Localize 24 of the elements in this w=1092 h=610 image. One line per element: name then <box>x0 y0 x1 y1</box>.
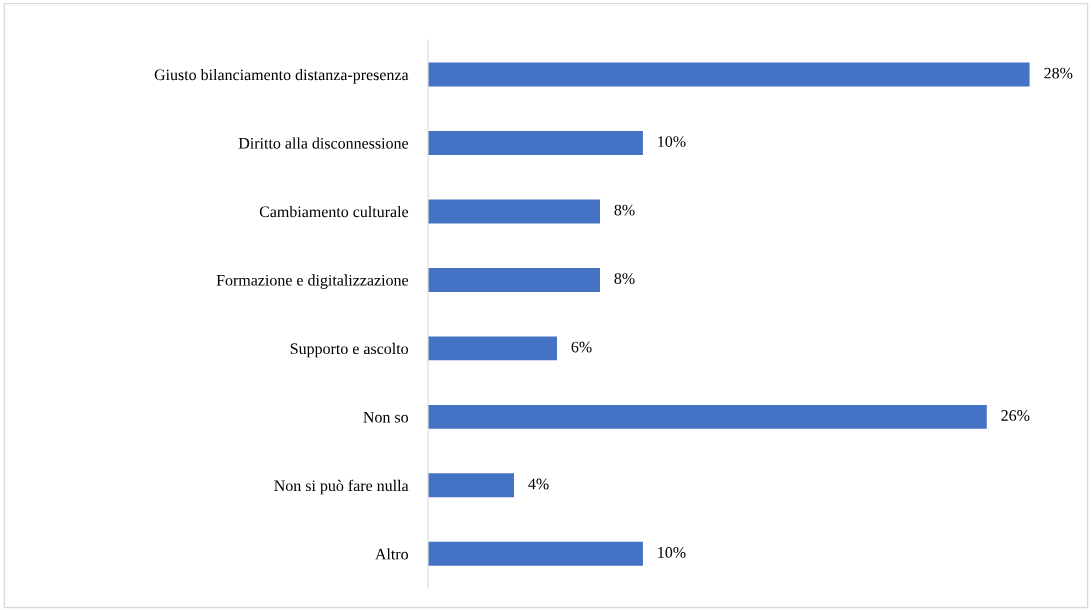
y-tick-label: Cambiamento culturale <box>259 205 409 218</box>
data-label: 10% <box>658 547 686 558</box>
data-label: 28% <box>1044 67 1073 79</box>
data-label: 6% <box>571 341 592 353</box>
bar <box>428 62 1030 87</box>
bar <box>428 267 600 292</box>
bar <box>428 199 600 224</box>
data-label: 26% <box>1001 410 1030 421</box>
data-label: 8% <box>614 273 635 284</box>
y-tick-label: Non so <box>363 411 409 423</box>
data-label: 10% <box>658 136 686 148</box>
y-tick-label: Non si può fare nulla <box>274 479 409 495</box>
y-tick-label: Giusto bilanciamento distanza-presenza <box>154 68 409 84</box>
bar <box>428 473 515 498</box>
data-label: 4% <box>528 478 549 490</box>
y-tick-label: Formazione e digitalizzazione <box>216 274 409 289</box>
bar <box>428 336 557 361</box>
y-tick-label: Diritto alla disconnessione <box>238 137 409 149</box>
bar <box>428 404 987 429</box>
bar <box>428 130 643 155</box>
data-label: 8% <box>614 204 635 216</box>
y-tick-label: Supporto e ascolto <box>290 342 409 358</box>
y-tick-label: Altro <box>375 548 409 560</box>
bar <box>428 541 643 566</box>
